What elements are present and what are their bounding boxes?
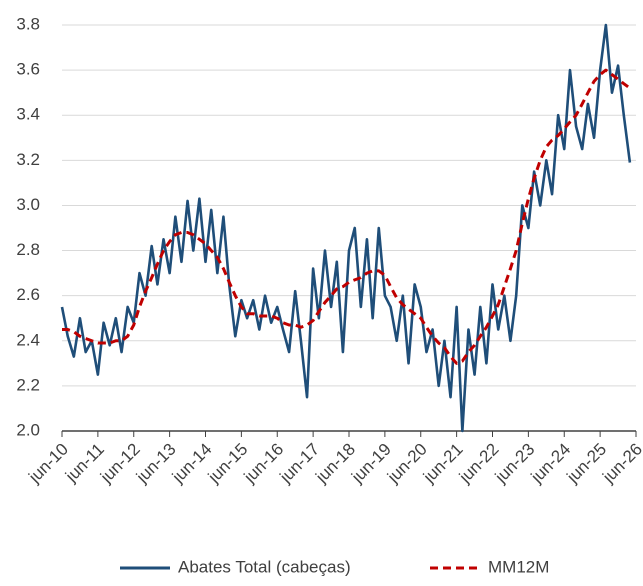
y-tick-label: 3.0 [16,195,40,214]
x-tick-label: jun-17 [276,440,324,488]
y-tick-label: 3.6 [16,60,40,79]
y-tick-label: 3.2 [16,150,40,169]
x-tick-label: jun-16 [240,440,288,488]
x-tick-label: jun-22 [455,440,503,488]
x-tick-label: jun-18 [311,440,359,488]
series-line [62,68,631,365]
x-tick-label: jun-15 [204,440,252,488]
y-tick-label: 2.6 [16,285,40,304]
x-tick-label: jun-26 [598,440,643,488]
x-tick-label: jun-14 [168,440,216,488]
x-tick-label: jun-21 [419,440,467,488]
x-tick-label: jun-24 [527,440,575,488]
x-tick-label: jun-11 [61,440,108,487]
x-tick-label: jun-12 [96,440,144,488]
x-tick-label: jun-10 [24,440,72,488]
legend-label: Abates Total (cabeças) [178,557,351,576]
series-line [60,23,632,433]
legend-label: MM12M [488,557,549,576]
y-tick-label: 2.0 [16,420,40,439]
y-tick-label: 3.8 [16,14,40,33]
y-tick-label: 2.4 [16,330,40,349]
y-tick-label: 2.8 [16,240,40,259]
x-tick-label: jun-23 [491,440,539,488]
y-tick-label: 3.4 [16,105,40,124]
x-tick-label: jun-25 [563,440,611,488]
x-tick-label: jun-13 [132,440,180,488]
x-tick-label: jun-20 [383,440,431,488]
y-tick-label: 2.2 [16,375,40,394]
x-tick-label: jun-19 [347,440,395,488]
